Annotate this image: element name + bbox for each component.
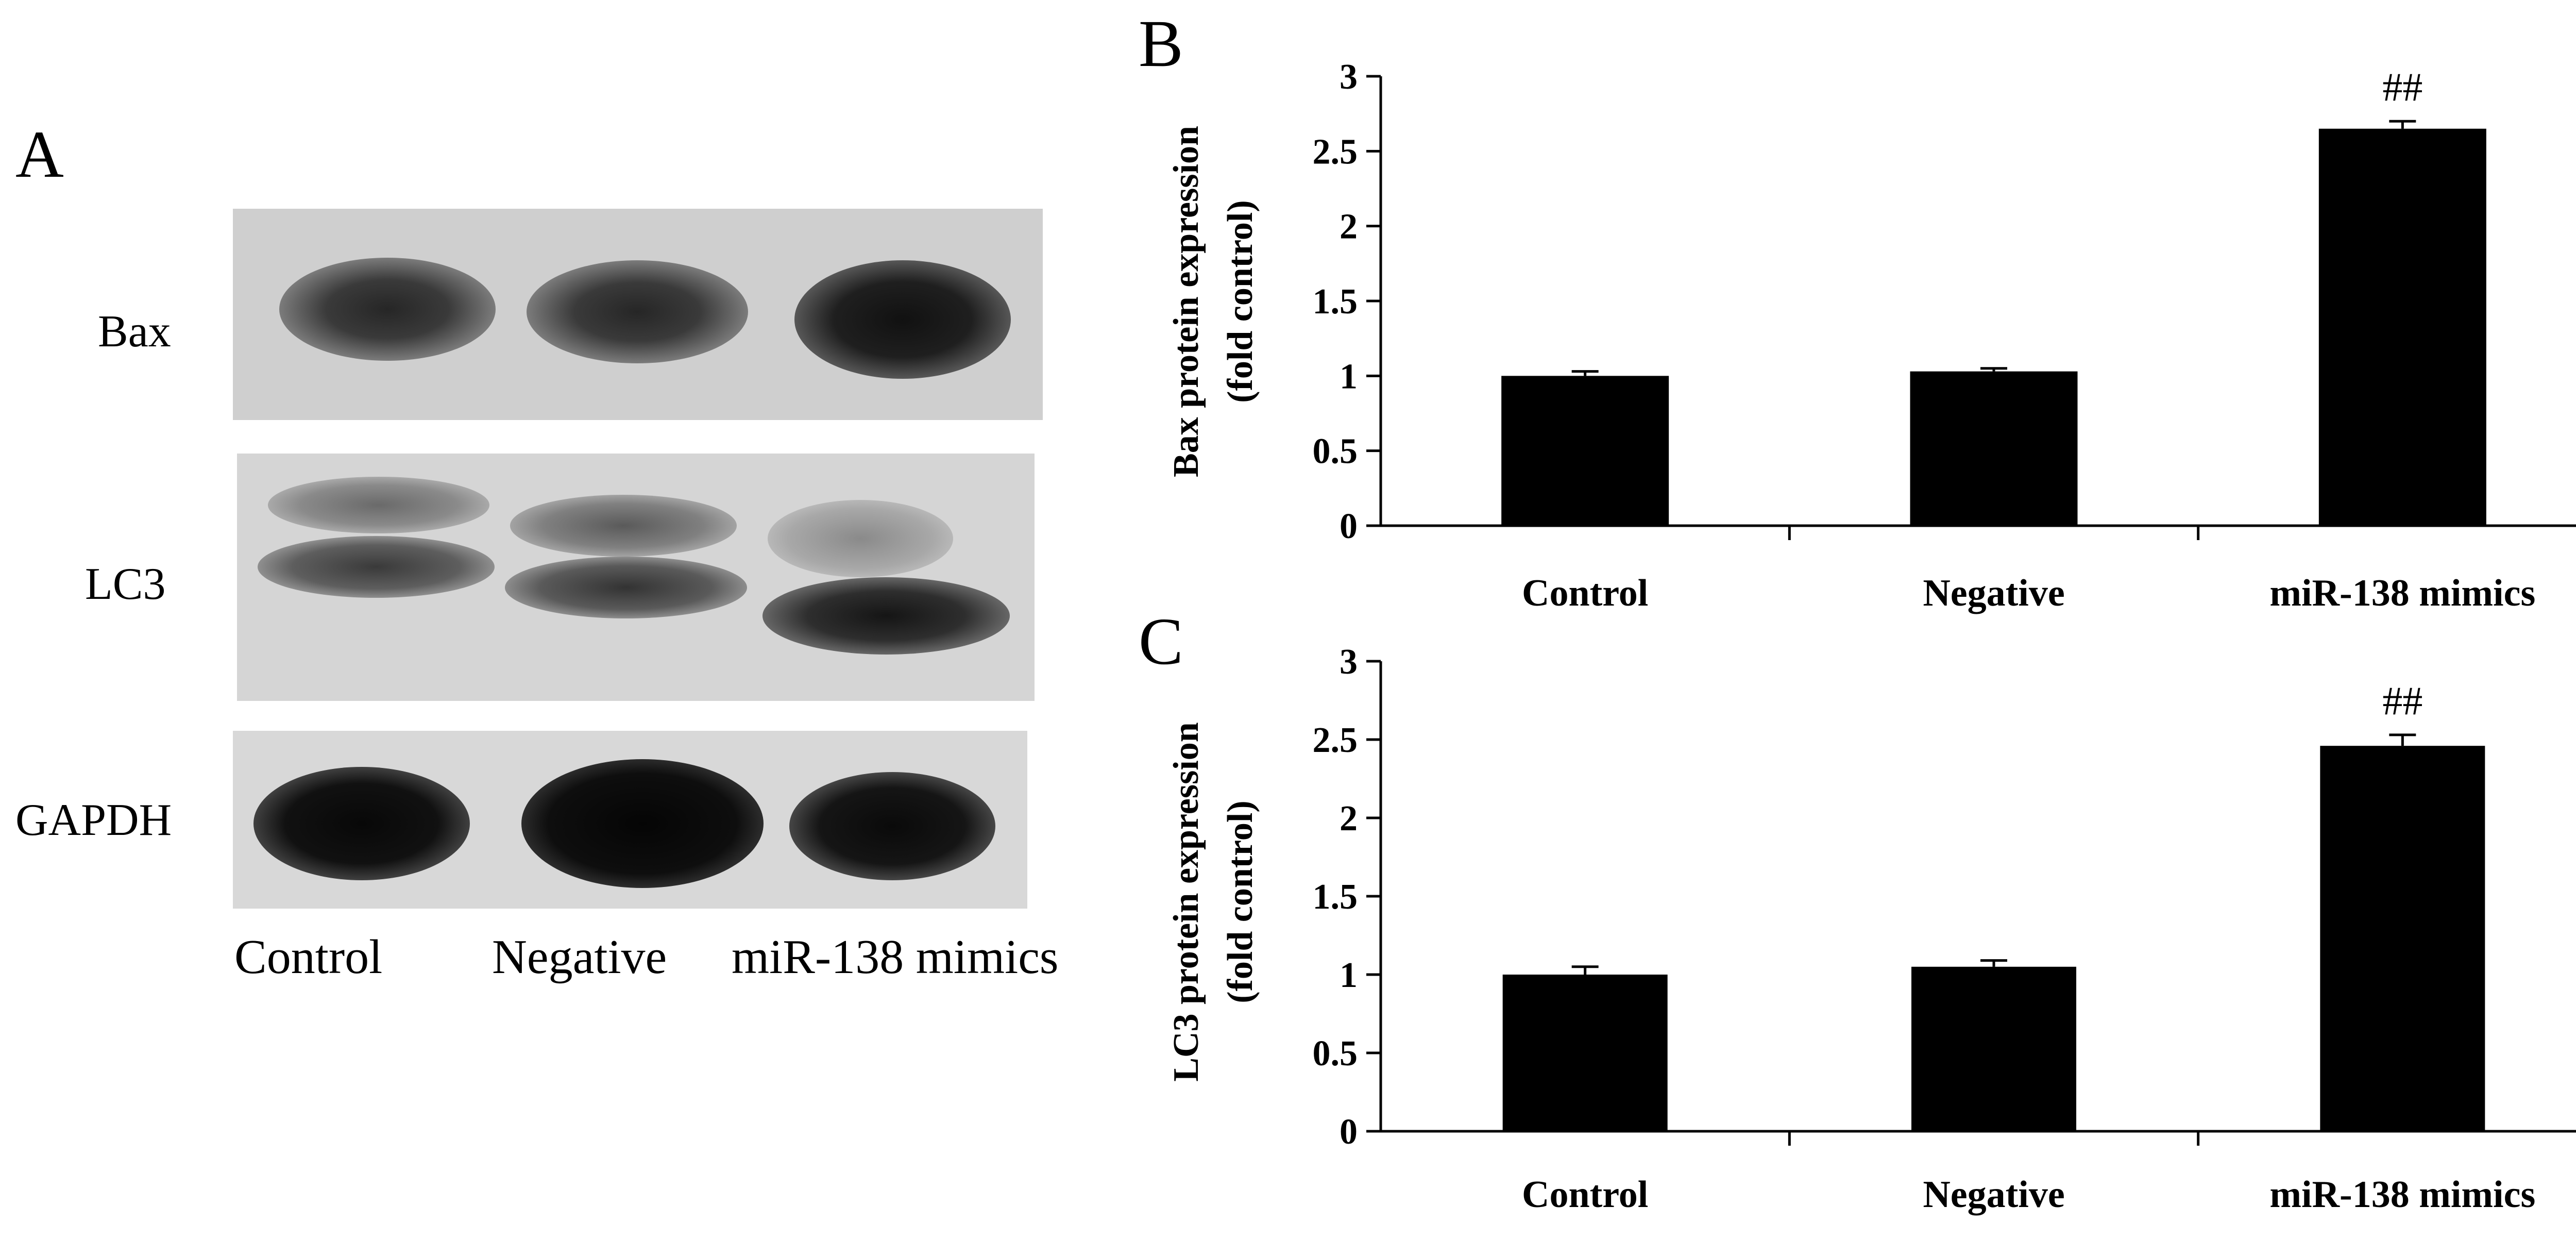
bax-band-control [279, 258, 496, 361]
gapdh-band-negative [521, 759, 764, 888]
lc3-band-lower-negative [505, 557, 747, 618]
chart-b-bar [1501, 376, 1669, 526]
bax-band-mimics [794, 260, 1011, 379]
chart-c-category-label: miR-138 mimics [2269, 1174, 2535, 1216]
bax-blot-image [233, 209, 1043, 420]
chart-c-category-label: Negative [1923, 1174, 2064, 1216]
chart-c-bar [1911, 966, 2076, 1131]
chart-b-significance-label: ## [2382, 64, 2422, 109]
chart-c-y-tick-label: 0.5 [1313, 1034, 1358, 1074]
chart-b-y-axis-label-units: (fold control) [1221, 200, 1260, 403]
lane-label-negative: Negative [492, 930, 667, 984]
chart-b: 0 0.5 1 1.5 2 2.5 3 Control Negative ## miR-138 mi… [1166, 57, 2576, 614]
chart-c-y-tick-label: 3 [1340, 642, 1358, 682]
chart-b-y-tick-label: 3 [1340, 57, 1358, 97]
gapdh-blot-image [233, 731, 1027, 909]
lc3-band-lower-control [258, 536, 495, 598]
chart-c-y-tick-label: 2 [1340, 799, 1358, 839]
chart-b-y-tick-label: 0 [1340, 507, 1358, 546]
chart-c-y-tick-label: 1 [1340, 956, 1358, 995]
chart-b-y-tick-label: 1 [1340, 357, 1358, 396]
chart-b-y-tick-label: 0.5 [1313, 432, 1358, 472]
lc3-band-upper-mimics [768, 500, 953, 577]
chart-c-y-axis-label-units: (fold control) [1221, 800, 1260, 1003]
chart-c-bar [2320, 746, 2485, 1131]
chart-b-category-label: Negative [1923, 572, 2064, 614]
chart-b-y-tick-label: 2.5 [1313, 132, 1358, 172]
chart-c: 0 0.5 1 1.5 2 2.5 3 Control Negative ## miR-138 mi… [1166, 642, 2576, 1216]
chart-b-category-label: Control [1522, 572, 1648, 614]
gapdh-band-control [253, 767, 470, 880]
chart-c-y-tick-label: 2.5 [1313, 720, 1358, 760]
panel-b-letter: B [1139, 7, 1183, 81]
chart-b-y-axis-label: Bax protein expression [1166, 126, 1206, 477]
chart-b-bar [1910, 371, 2078, 526]
panel-c-letter: C [1139, 605, 1183, 679]
bax-band-negative [527, 260, 748, 363]
chart-b-y-tick-label: 2 [1340, 207, 1358, 247]
chart-c-y-tick-label: 0 [1340, 1112, 1358, 1152]
blot-row-label-lc3: LC3 [85, 559, 166, 609]
chart-c-category-label: Control [1522, 1174, 1648, 1216]
chart-b-y-tick-label: 1.5 [1313, 282, 1358, 322]
lane-label-mimics: miR-138 mimics [732, 930, 1059, 984]
lane-label-control: Control [234, 930, 383, 984]
lc3-band-upper-control [268, 477, 489, 533]
lc3-band-upper-negative [510, 495, 737, 557]
lc3-blot-image [237, 454, 1035, 701]
blot-row-label-bax: Bax [98, 307, 171, 357]
blot-row-label-gapdh: GAPDH [15, 795, 172, 845]
chart-b-category-label: miR-138 mimics [2269, 572, 2535, 614]
chart-c-bar [1502, 975, 1668, 1131]
chart-b-bar [2318, 128, 2486, 526]
panel-a-letter: A [15, 118, 64, 192]
chart-c-significance-label: ## [2382, 678, 2422, 723]
lc3-band-lower-mimics [762, 577, 1010, 655]
chart-c-y-axis-label: LC3 protein expression [1166, 722, 1206, 1081]
gapdh-band-mimics [789, 772, 995, 880]
chart-c-y-tick-label: 1.5 [1313, 877, 1358, 917]
